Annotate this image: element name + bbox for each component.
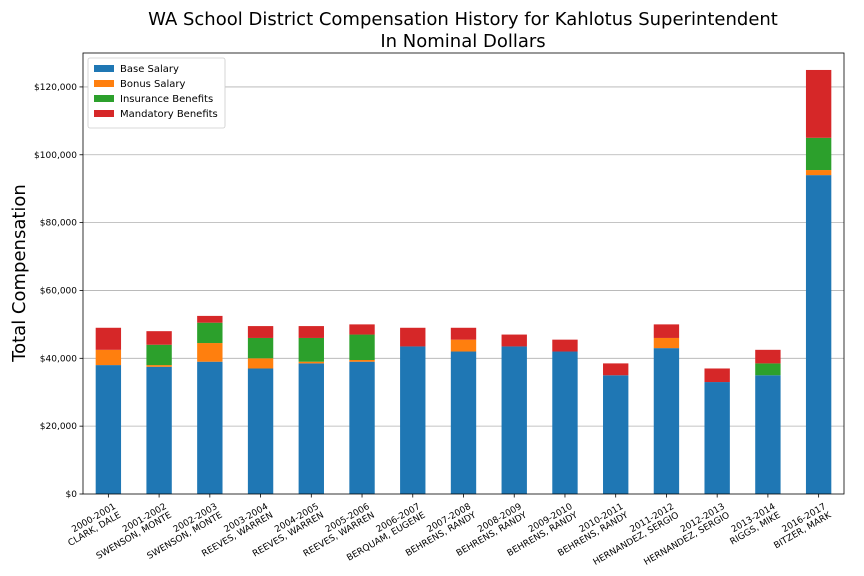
bar-segment-bonus-salary: [146, 365, 172, 367]
bar-segment-base-salary: [298, 363, 324, 494]
bar-segment-base-salary: [704, 382, 730, 494]
bar-segment-insurance-benefits: [197, 322, 223, 344]
bar-segment-bonus-salary: [298, 361, 324, 364]
bar-segment-base-salary: [146, 366, 172, 494]
y-ticks: $0 $20,000 $40,000 $60,000 $80,000 $100,000 $1…: [34, 83, 83, 500]
bar-segment-mandatory-benefits: [146, 331, 172, 345]
bar-segment-insurance-benefits: [755, 363, 781, 376]
bar-segment-bonus-salary: [197, 343, 223, 362]
bar-segment-mandatory-benefits: [95, 327, 122, 350]
bar-segment-base-salary: [755, 375, 781, 494]
bars: [95, 69, 832, 494]
bar-segment-insurance-benefits: [805, 137, 832, 171]
legend-label: Insurance Benefits: [120, 94, 213, 105]
bar-segment-bonus-salary: [95, 349, 122, 366]
y-tick-label: $120,000: [34, 83, 77, 93]
bar-segment-base-salary: [805, 175, 832, 494]
bar-segment-bonus-salary: [805, 170, 832, 176]
legend-swatch: [94, 95, 114, 102]
bar-segment-mandatory-benefits: [400, 327, 426, 347]
bar-segment-insurance-benefits: [247, 337, 274, 359]
bar-segment-bonus-salary: [349, 360, 375, 362]
bar-segment-base-salary: [95, 365, 122, 494]
bar-segment-mandatory-benefits: [552, 339, 578, 352]
bar-segment-base-salary: [197, 361, 223, 494]
bar-segment-base-salary: [400, 346, 426, 494]
bar-segment-insurance-benefits: [298, 337, 324, 362]
legend-swatch: [94, 110, 114, 117]
bar-segment-bonus-salary: [247, 358, 274, 369]
bar-segment-mandatory-benefits: [805, 69, 832, 138]
bar-segment-base-salary: [450, 351, 477, 494]
legend-swatch: [94, 65, 114, 72]
bar-segment-mandatory-benefits: [755, 349, 781, 364]
x-tick-label: 2016-2017BITZER, MARK: [768, 501, 835, 551]
bar-segment-mandatory-benefits: [450, 327, 477, 340]
bar-segment-base-salary: [349, 361, 375, 494]
x-tick-label: 2013-2014RIGGS, MIKE: [724, 502, 783, 548]
bar-segment-mandatory-benefits: [501, 334, 527, 347]
bar-segment-bonus-salary: [450, 339, 477, 352]
bar-segment-mandatory-benefits: [298, 326, 324, 338]
bar-segment-insurance-benefits: [146, 344, 172, 366]
chart-title: WA School District Compensation History …: [148, 9, 778, 30]
y-tick-label: $60,000: [40, 286, 77, 296]
bar-segment-mandatory-benefits: [197, 315, 223, 323]
legend-box: [87, 57, 226, 129]
y-tick-label: $20,000: [40, 422, 77, 432]
bar-segment-base-salary: [501, 346, 527, 494]
legend-label: Base Salary: [120, 64, 179, 75]
bar-segment-base-salary: [653, 348, 680, 494]
bar-segment-base-salary: [552, 351, 578, 494]
bar-segment-mandatory-benefits: [349, 324, 375, 335]
y-tick-label: $0: [66, 490, 78, 500]
y-tick-label: $100,000: [34, 151, 77, 161]
bar-segment-mandatory-benefits: [704, 368, 730, 383]
y-tick-label: $40,000: [40, 354, 77, 364]
bar-segment-mandatory-benefits: [603, 363, 629, 376]
legend-label: Mandatory Benefits: [120, 109, 218, 120]
bar-segment-bonus-salary: [653, 337, 680, 349]
y-axis-label: Total Compensation: [9, 184, 30, 363]
chart-subtitle: In Nominal Dollars: [380, 31, 545, 52]
bar-segment-mandatory-benefits: [247, 326, 274, 338]
bar-segment-mandatory-benefits: [653, 324, 680, 338]
legend: Base Salary Bonus Salary Insurance Benefit…: [87, 57, 226, 129]
legend-swatch: [94, 80, 114, 87]
legend-label: Bonus Salary: [120, 79, 186, 90]
bar-segment-base-salary: [603, 375, 629, 494]
y-tick-label: $80,000: [40, 219, 77, 229]
bar-segment-insurance-benefits: [349, 334, 375, 361]
bar-segment-base-salary: [247, 368, 274, 494]
